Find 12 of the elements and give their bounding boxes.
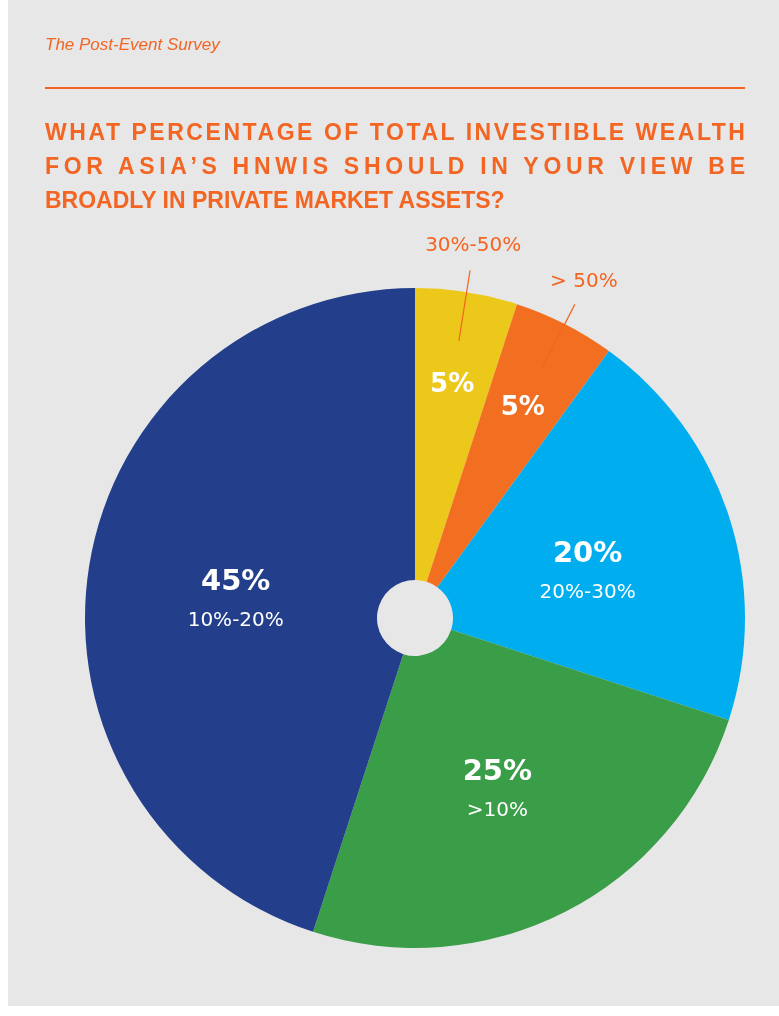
data-label: 5% [500,391,545,422]
data-label: 20% [552,534,623,569]
data-label: 5% [430,368,475,399]
data-label: 45% [201,562,271,597]
chart-subtitle: The Post-Event Survey [45,35,222,54]
chart-title: WHAT PERCENTAGE OF TOTAL INVESTIBLE WEALTH FOR ASIA’S HNWIS SHOULD IN YOUR VIEW BE BROADLY IN PRIVATE MARKET ASSETS? [45,119,745,213]
slice-label: >10% [466,796,529,821]
data-label: 25% [462,752,533,787]
slice-label: 30%-50% [425,231,522,256]
slice-label: 10%-20% [187,606,284,631]
slice-label: 20%-30% [539,578,636,603]
slice-label: > 50% [550,267,618,292]
